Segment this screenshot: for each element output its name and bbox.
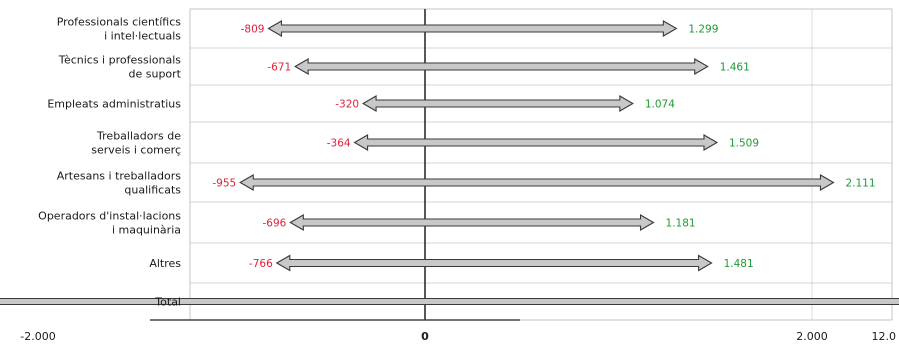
- negative-value-label-5: -696: [262, 218, 286, 230]
- category-label-4-0: Artesans i treballadors: [57, 170, 182, 183]
- arrow-mark-3: [353, 134, 719, 151]
- x-tick-label-3: 0: [421, 330, 429, 343]
- negative-value-label-6: -766: [249, 258, 273, 270]
- arrow-mark-5: [289, 214, 655, 231]
- positive-value-label-1: 1.461: [720, 62, 750, 74]
- category-label-3-0: Treballadors de: [96, 130, 181, 143]
- category-label-5-1: i maquinària: [112, 224, 181, 237]
- arrow-marks: [0, 20, 899, 306]
- category-label-0-1: i intel·lectuals: [104, 30, 181, 43]
- positive-value-label-5: 1.181: [666, 218, 696, 230]
- category-label-2-0: Empleats administratius: [47, 98, 181, 111]
- positive-value-label-4: 2.111: [845, 178, 875, 190]
- negative-value-label-4: -955: [212, 178, 236, 190]
- value-labels: -809 1.299 -671 1.461 -320 1.074 -364 1.509 -955…: [212, 24, 875, 271]
- negative-value-label-1: -671: [267, 62, 291, 74]
- category-label-0-0: Professionals científics: [57, 16, 182, 29]
- category-label-5-0: Operadors d'instal·lacions: [38, 210, 181, 223]
- positive-value-label-6: 1.481: [724, 258, 754, 270]
- positive-value-label-2: 1.074: [645, 99, 675, 111]
- arrow-mark-1: [294, 58, 709, 75]
- arrow-mark-6: [275, 254, 713, 272]
- category-label-1-1: de suport: [129, 68, 182, 81]
- arrow-mark-4: [239, 174, 835, 191]
- category-label-3-1: serveis i comerç: [91, 144, 181, 157]
- x-tick-label-9: 12.0: [872, 330, 897, 343]
- negative-value-label-0: -809: [241, 24, 265, 36]
- row-separators: [190, 47, 892, 284]
- negative-value-label-2: -320: [335, 99, 359, 111]
- x-tick-label-4: 2.000: [796, 330, 828, 343]
- category-label-4-1: qualificats: [124, 184, 181, 197]
- arrow-mark-7: [0, 297, 899, 306]
- x-tick-labels: -6.000-4.000-2.00002.0004.0006.0008.0001…: [20, 330, 897, 343]
- category-label-6-0: Altres: [149, 257, 181, 270]
- arrow-mark-2: [361, 95, 634, 112]
- category-label-7-0: Total: [154, 296, 181, 309]
- positive-value-label-3: 1.509: [729, 138, 759, 150]
- positive-value-label-0: 1.299: [688, 24, 718, 36]
- x-tick-label-2: -2.000: [20, 330, 55, 343]
- category-label-1-0: Tècnics i professionals: [58, 54, 181, 67]
- plot-frame: [189, 8, 893, 321]
- arrow-mark-0: [267, 20, 678, 37]
- negative-value-label-3: -364: [327, 138, 351, 150]
